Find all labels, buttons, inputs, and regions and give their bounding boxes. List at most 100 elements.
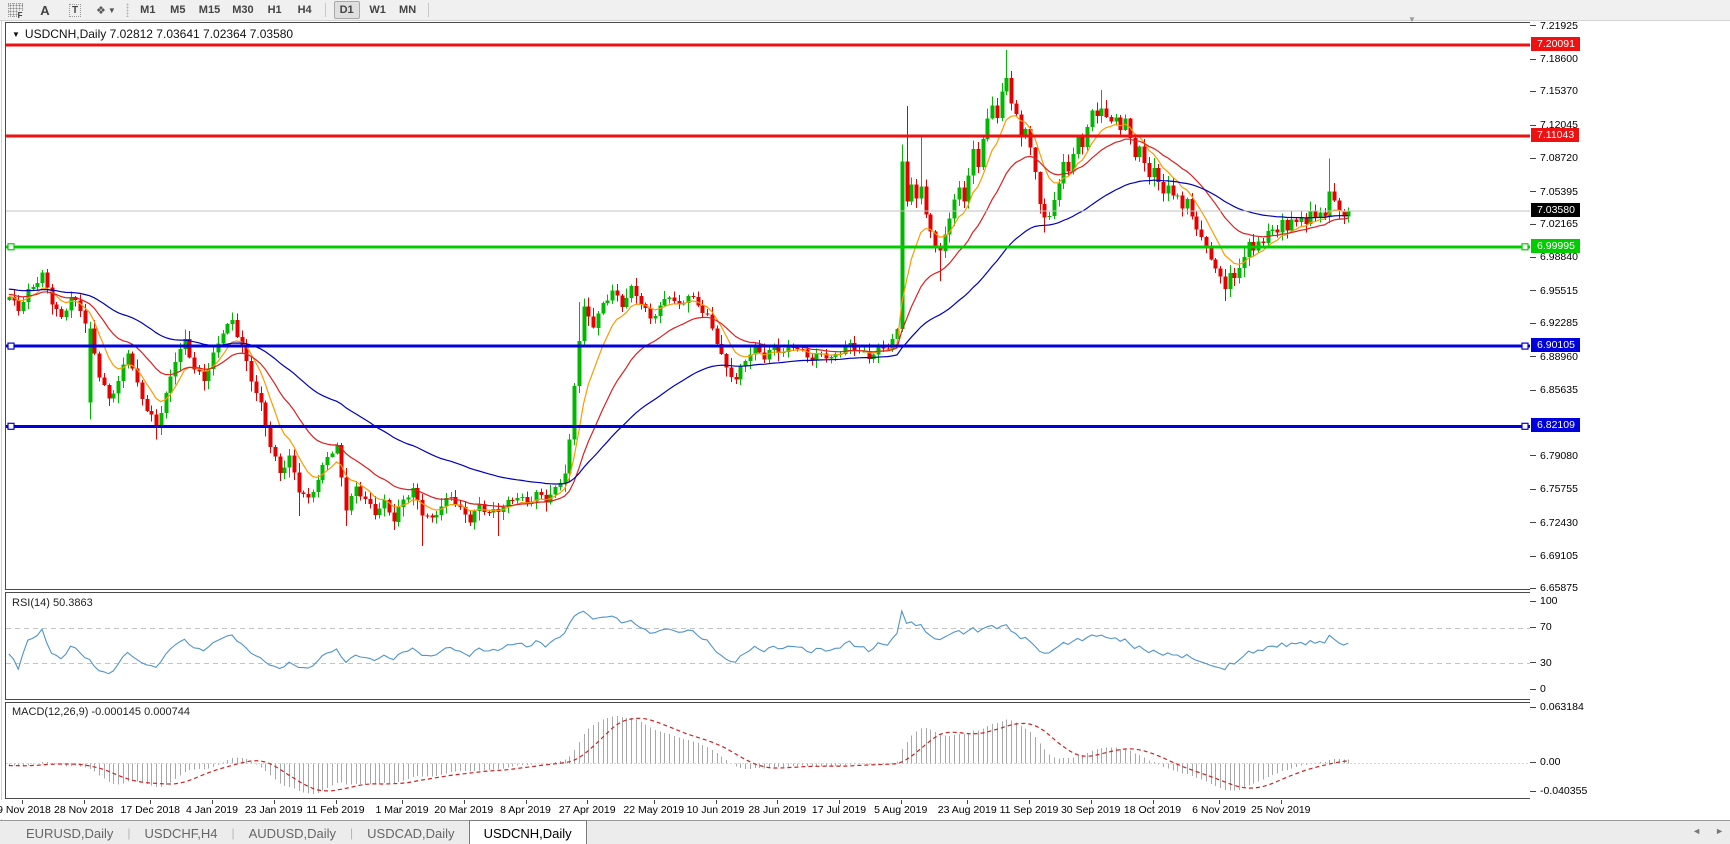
chart-shift-marker-icon[interactable]: ▼: [1408, 15, 1416, 24]
hline-handle[interactable]: [1521, 422, 1529, 430]
tab-separator: |: [231, 826, 235, 840]
date-label: 17 Dec 2018: [120, 804, 181, 816]
date-tick: [777, 800, 778, 804]
date-tick: [1153, 800, 1154, 804]
chart-tab-usdchf[interactable]: USDCHF,H4: [144, 825, 218, 841]
chart-tab-usdcad[interactable]: USDCAD,Daily: [367, 825, 455, 841]
macd-indicator-pane[interactable]: [5, 702, 1531, 799]
price-tick: 7.18600: [1530, 53, 1578, 65]
price-marker: 6.82109: [1531, 418, 1580, 433]
date-label: 28 Nov 2018: [53, 804, 114, 816]
date-tick: [84, 800, 85, 804]
toolbar-grip: [125, 3, 129, 17]
timeframe-button-h1[interactable]: H1: [267, 4, 282, 16]
rsi-axis-tick: 100: [1530, 595, 1558, 607]
timeframe-button-m5[interactable]: M5: [170, 4, 186, 16]
chart-tab-eurusd[interactable]: EURUSD,Daily: [26, 825, 114, 841]
toolbar: F A T ❖ ▼ M1 M5 M15 M30 H1 H4 D1 W1 MN: [0, 0, 1730, 21]
date-label: 10 Jun 2019: [686, 804, 745, 816]
price-tick: 6.65875: [1530, 582, 1578, 594]
date-tick: [901, 800, 902, 804]
timeframe-button-m1[interactable]: M1: [140, 4, 156, 16]
date-tick: [526, 800, 527, 804]
date-tick: [1091, 800, 1092, 804]
macd-axis-tick: 0.063184: [1530, 701, 1584, 713]
timeframe-button-d1[interactable]: D1: [333, 1, 360, 19]
date-tick: [1029, 800, 1030, 804]
shapes-tool-icon: ❖: [96, 4, 106, 17]
price-tick: 6.98840: [1530, 251, 1578, 263]
price-marker: 7.20091: [1531, 37, 1580, 51]
macd-axis-tick: -0.040355: [1530, 785, 1587, 797]
macd-indicator-label: MACD(12,26,9) -0.000145 0.000744: [12, 706, 190, 718]
date-tick: [150, 800, 151, 804]
price-marker: 6.99995: [1531, 238, 1580, 253]
date-label: 20 Mar 2019: [434, 804, 494, 816]
date-label: 11 Feb 2019: [306, 804, 365, 816]
price-marker: 7.11043: [1531, 127, 1580, 142]
date-label: 11 Sep 2019: [999, 804, 1059, 816]
rsi-indicator-label: RSI(14) 50.3863: [12, 597, 93, 609]
chart-tab-bar: EURUSD,Daily | USDCHF,H4 | AUDUSD,Daily | USDC…: [0, 820, 1730, 844]
price-tick: 6.95515: [1530, 285, 1578, 297]
date-axis[interactable]: 9 Nov 2018 28 Nov 2018 17 Dec 2018 4 Jan 20…: [0, 800, 1730, 819]
chart-dropdown-icon[interactable]: ▼: [12, 30, 20, 39]
macd-histogram: [6, 716, 1530, 794]
toolbar-separator: [427, 3, 429, 17]
date-tick: [274, 800, 275, 804]
rsi-axis-tick: 0: [1530, 683, 1546, 695]
date-tick: [1281, 800, 1282, 804]
timeframe-button-m30[interactable]: M30: [232, 4, 254, 16]
hline-handle[interactable]: [7, 422, 15, 430]
timeframe-button-m15[interactable]: M15: [198, 4, 221, 16]
date-tick: [464, 800, 465, 804]
date-label: 30 Sep 2019: [1060, 804, 1121, 816]
main-chart-pane[interactable]: [5, 22, 1531, 590]
chart-tab-usdcnh[interactable]: USDCNH,Daily: [468, 820, 587, 844]
date-label: 17 Jul 2019: [811, 804, 867, 816]
chart-tab-audusd[interactable]: AUDUSD,Daily: [248, 825, 337, 841]
date-tick: [22, 800, 23, 804]
price-tick: 7.05395: [1530, 186, 1578, 198]
date-tick: [967, 800, 968, 804]
chart-title: ▼ USDCNH,Daily 7.02812 7.03641 7.02364 7.…: [12, 27, 293, 41]
tab-scroll-right-icon[interactable]: ►: [1715, 826, 1724, 836]
hline-handle[interactable]: [7, 243, 15, 251]
tab-scroll-buttons: ◄ ►: [1692, 826, 1724, 836]
date-label: 23 Jan 2019: [244, 804, 303, 816]
tab-separator: |: [127, 826, 131, 840]
price-tick: 7.08720: [1530, 152, 1578, 164]
date-label: 27 Apr 2019: [558, 804, 616, 816]
date-label: 5 Aug 2019: [874, 804, 928, 816]
price-axis[interactable]: 7.21925 7.18600 7.15370 7.12045 7.08720 7.053…: [1530, 20, 1730, 800]
indicator-grid-button[interactable]: F: [3, 2, 27, 20]
rsi-axis-tick: 30: [1530, 657, 1552, 669]
hline-handle[interactable]: [1521, 243, 1529, 251]
timeframe-button-w1[interactable]: W1: [369, 4, 386, 16]
timeframe-toolbar: M1 M5 M15 M30 H1 H4 D1 W1 MN: [133, 1, 434, 19]
price-tick: 6.75755: [1530, 483, 1578, 495]
price-marker: 6.90105: [1531, 338, 1580, 353]
rsi-indicator-pane[interactable]: [5, 592, 1531, 700]
font-tool-button[interactable]: A: [33, 2, 57, 18]
text-label-button[interactable]: T: [63, 2, 87, 18]
hline-handle[interactable]: [7, 342, 15, 350]
moving-average-8: [8, 115, 1349, 512]
date-label: 9 Nov 2018: [0, 804, 51, 816]
date-label: 1 Mar 2019: [375, 804, 429, 816]
tab-scroll-left-icon[interactable]: ◄: [1692, 826, 1702, 836]
date-label: 8 Apr 2019: [500, 804, 551, 816]
shapes-tool-button[interactable]: ❖ ▼: [93, 2, 119, 18]
timeframe-button-h4[interactable]: H4: [297, 4, 312, 16]
date-tick: [654, 800, 655, 804]
rsi-line: [8, 609, 1349, 675]
timeframe-button-mn[interactable]: MN: [399, 4, 417, 16]
price-tick: 7.02165: [1530, 218, 1578, 230]
window-left-edge: [1, 20, 2, 820]
candles: [7, 49, 1351, 546]
date-label: 23 Aug 2019: [937, 804, 997, 816]
price-marker: 7.03580: [1531, 202, 1580, 217]
moving-average-21: [8, 138, 1349, 507]
hline-handle[interactable]: [1521, 342, 1529, 350]
